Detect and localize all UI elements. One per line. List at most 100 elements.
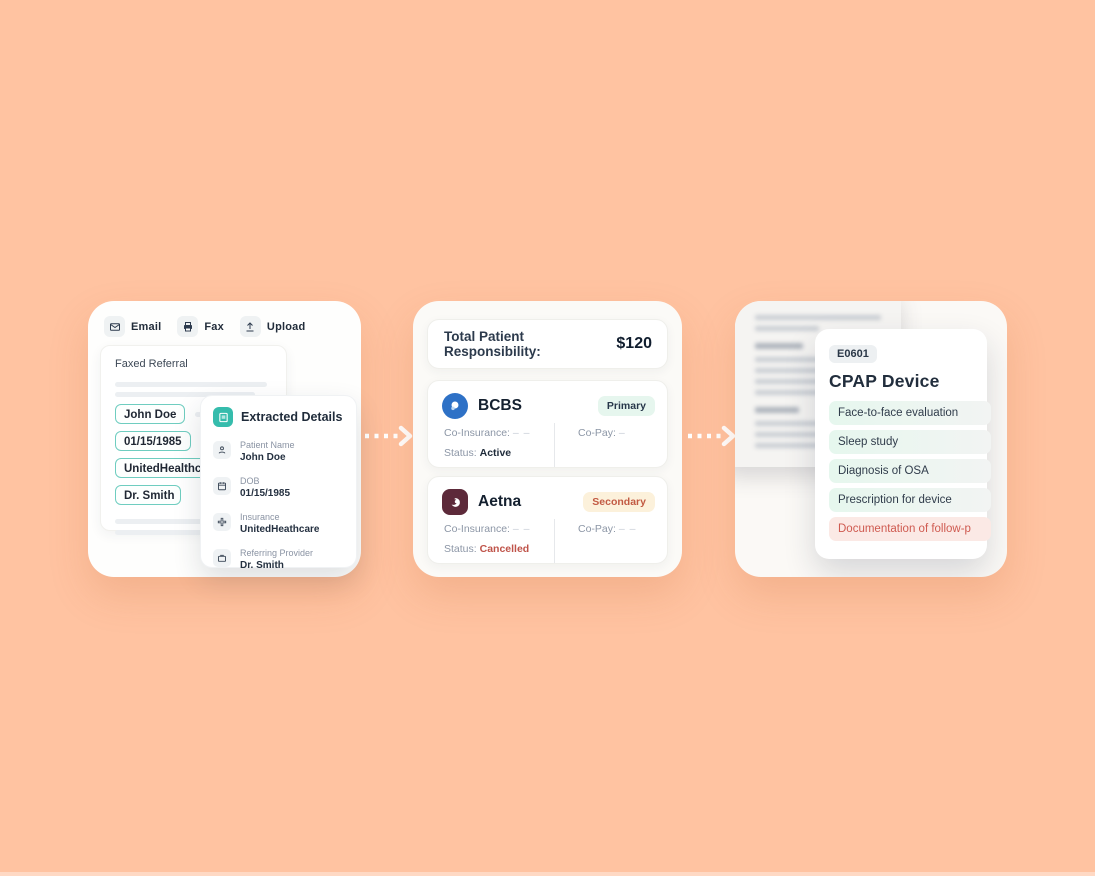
insurance-field[interactable]: UnitedHealthcare xyxy=(115,458,212,478)
status-row: Status: Cancelled xyxy=(444,543,667,555)
payer-header: Aetna Secondary xyxy=(428,477,667,515)
criterion-sleep-study: Sleep study xyxy=(829,430,991,454)
blurred-text-line xyxy=(755,390,861,395)
envelope-icon xyxy=(104,316,125,337)
bcbs-logo-icon xyxy=(442,393,468,419)
tab-email[interactable]: Email xyxy=(104,316,161,337)
detail-label: Insurance xyxy=(240,512,280,522)
vertical-divider xyxy=(554,519,555,563)
blurred-heading-line xyxy=(755,407,799,413)
intake-source-tabs: Email Fax Upload xyxy=(104,316,305,337)
field-row: Dr. Smith xyxy=(115,485,272,505)
briefcase-icon xyxy=(213,549,231,567)
extracted-details-title: Extracted Details xyxy=(241,410,343,424)
co-pay: Co-Pay: – – xyxy=(578,523,636,535)
printer-icon xyxy=(177,316,199,337)
upload-icon xyxy=(239,316,261,337)
referral-intake-card: Email Fax Upload Faxed Referral John Doe xyxy=(88,301,361,577)
payer-name: Aetna xyxy=(478,493,522,510)
payer-card-aetna: Aetna Secondary Co-Insurance: – – Co-Pay… xyxy=(427,476,668,564)
co-pay-label: Co-Pay: xyxy=(578,427,616,439)
blurred-text-line xyxy=(755,326,819,331)
detail-label: Referring Provider xyxy=(240,548,314,558)
blurred-text-line xyxy=(755,421,871,426)
benefits-card: Total Patient Responsibility: $120 BCBS … xyxy=(413,301,682,577)
device-title: CPAP Device xyxy=(829,371,940,391)
status-label: Status: xyxy=(444,543,477,555)
device-qualification-popup: E0601 CPAP Device Face-to-face evaluatio… xyxy=(815,329,991,559)
co-pay: Co-Pay: – xyxy=(578,427,626,439)
text-placeholder-line xyxy=(115,530,243,535)
person-icon xyxy=(213,441,231,459)
blurred-text-line xyxy=(755,368,867,373)
detail-label: DOB xyxy=(240,476,260,486)
status-value: Cancelled xyxy=(479,543,530,555)
tab-fax[interactable]: Fax xyxy=(177,316,224,337)
text-placeholder-line xyxy=(115,519,265,524)
detail-value: UnitedHeathcare xyxy=(240,524,320,535)
tab-upload[interactable]: Upload xyxy=(239,316,306,337)
status-value: Active xyxy=(479,447,512,459)
blurred-text-line xyxy=(755,432,865,437)
co-insurance-label: Co-Insurance: xyxy=(444,523,510,535)
detail-item-patient-name: Patient Name John Doe xyxy=(213,440,344,463)
status-label: Status: xyxy=(444,447,477,459)
extracted-details-header: Extracted Details xyxy=(213,407,344,427)
document-title: Faxed Referral xyxy=(115,358,188,370)
co-pay-label: Co-Pay: xyxy=(578,523,616,535)
qualification-card: E0601 CPAP Device Face-to-face evaluatio… xyxy=(735,301,1007,577)
document-icon xyxy=(213,407,233,427)
criteria-list: Face-to-face evaluation Sleep study Diag… xyxy=(829,401,991,541)
patient-name-field[interactable]: John Doe xyxy=(115,404,185,424)
hcpcs-code-badge: E0601 xyxy=(829,345,877,363)
status-row: Status: Active xyxy=(444,447,667,459)
total-responsibility-value: $120 xyxy=(616,335,652,352)
text-placeholder-line xyxy=(115,382,267,387)
vertical-divider xyxy=(554,423,555,467)
primary-badge: Primary xyxy=(597,396,655,416)
payer-meta: Co-Insurance: – – Co-Pay: – Status: Acti… xyxy=(428,419,667,467)
payer-meta: Co-Insurance: – – Co-Pay: – – Status: Ca… xyxy=(428,515,667,563)
detail-item-dob: DOB 01/15/1985 xyxy=(213,476,344,499)
bottom-edge-strip xyxy=(0,872,1095,876)
tab-upload-label: Upload xyxy=(266,320,306,333)
dob-field[interactable]: 01/15/1985 xyxy=(115,431,191,451)
secondary-badge: Secondary xyxy=(583,492,655,512)
tab-email-label: Email xyxy=(131,320,162,333)
detail-label: Patient Name xyxy=(240,440,295,450)
total-responsibility-label: Total Patient Responsibility: xyxy=(444,329,541,359)
criterion-follow-up-missing: Documentation of follow-p xyxy=(829,517,991,541)
blurred-text-line xyxy=(755,357,873,362)
detail-item-insurance: Insurance UnitedHeathcare xyxy=(213,512,344,535)
co-pay-value: – – xyxy=(618,523,637,535)
calendar-icon xyxy=(213,477,231,495)
detail-value: John Doe xyxy=(240,452,286,463)
extracted-details-popup: Extracted Details Patient Name John Doe … xyxy=(200,395,357,571)
co-insurance-value: – – xyxy=(512,427,531,439)
blurred-text-line xyxy=(755,315,881,320)
payer-name: BCBS xyxy=(478,397,522,414)
total-responsibility-bar: Total Patient Responsibility: $120 xyxy=(427,319,668,369)
flow-arrow-icon xyxy=(362,424,416,448)
criterion-prescription: Prescription for device xyxy=(829,488,991,512)
provider-field[interactable]: Dr. Smith xyxy=(115,485,181,505)
blurred-heading-line xyxy=(755,343,803,349)
detail-value: 01/15/1985 xyxy=(240,488,291,499)
field-row: John Doe xyxy=(115,404,272,424)
co-insurance-value: – – xyxy=(512,523,531,535)
blurred-text-line xyxy=(755,443,853,448)
aetna-logo-icon xyxy=(442,489,468,515)
payer-card-bcbs: BCBS Primary Co-Insurance: – – Co-Pay: –… xyxy=(427,380,668,468)
co-insurance-label: Co-Insurance: xyxy=(444,427,510,439)
medical-cross-icon xyxy=(213,513,231,531)
co-pay-value: – xyxy=(618,427,626,439)
detail-item-referring-provider: Referring Provider Dr. Smith xyxy=(213,548,344,571)
payer-header: BCBS Primary xyxy=(428,381,667,419)
tab-fax-label: Fax xyxy=(204,320,224,333)
flow-arrow-icon xyxy=(685,424,739,448)
text-placeholder-line xyxy=(115,392,255,397)
criterion-face-to-face: Face-to-face evaluation xyxy=(829,401,991,425)
detail-value: Dr. Smith xyxy=(240,560,284,571)
criterion-diagnosis-osa: Diagnosis of OSA xyxy=(829,459,991,483)
